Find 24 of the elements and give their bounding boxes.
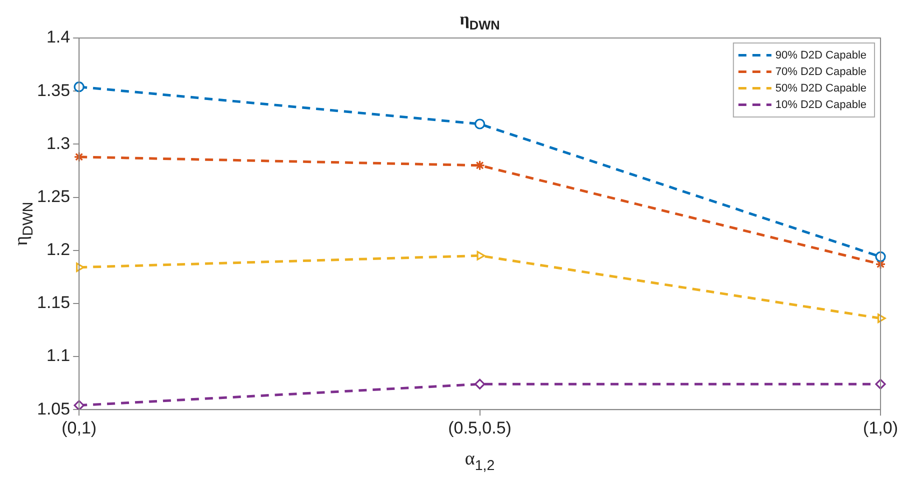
y-tick-label: 1.1 — [46, 346, 70, 366]
legend-label: 70% D2D Capable — [775, 66, 867, 78]
legend-label: 50% D2D Capable — [775, 82, 867, 94]
y-tick-label: 1.15 — [36, 293, 70, 312]
point — [474, 118, 486, 130]
y-tick-label: 1.3 — [46, 134, 70, 153]
point — [877, 314, 886, 323]
point — [76, 262, 84, 272]
y-tick-label: 1.05 — [36, 399, 70, 418]
legend-label: 10% D2D Capable — [775, 98, 867, 111]
point — [74, 400, 84, 410]
point — [474, 160, 486, 171]
point — [474, 378, 486, 390]
legend-label: 90% D2D Capable — [775, 49, 867, 62]
x-tick-label: (1,0) — [863, 418, 898, 438]
y-tick-label: 1.35 — [36, 80, 70, 100]
y-axis-title: ηDWN — [10, 202, 37, 246]
y-tick-label: 1.25 — [36, 186, 70, 206]
y-tick-label: 1.2 — [46, 240, 70, 260]
x-tick-label: (0.5,0.5) — [448, 418, 512, 438]
y-tick-label: 1.4 — [46, 28, 70, 47]
point — [476, 250, 486, 260]
point — [74, 152, 84, 162]
x-tick-label: (0,1) — [62, 418, 97, 438]
